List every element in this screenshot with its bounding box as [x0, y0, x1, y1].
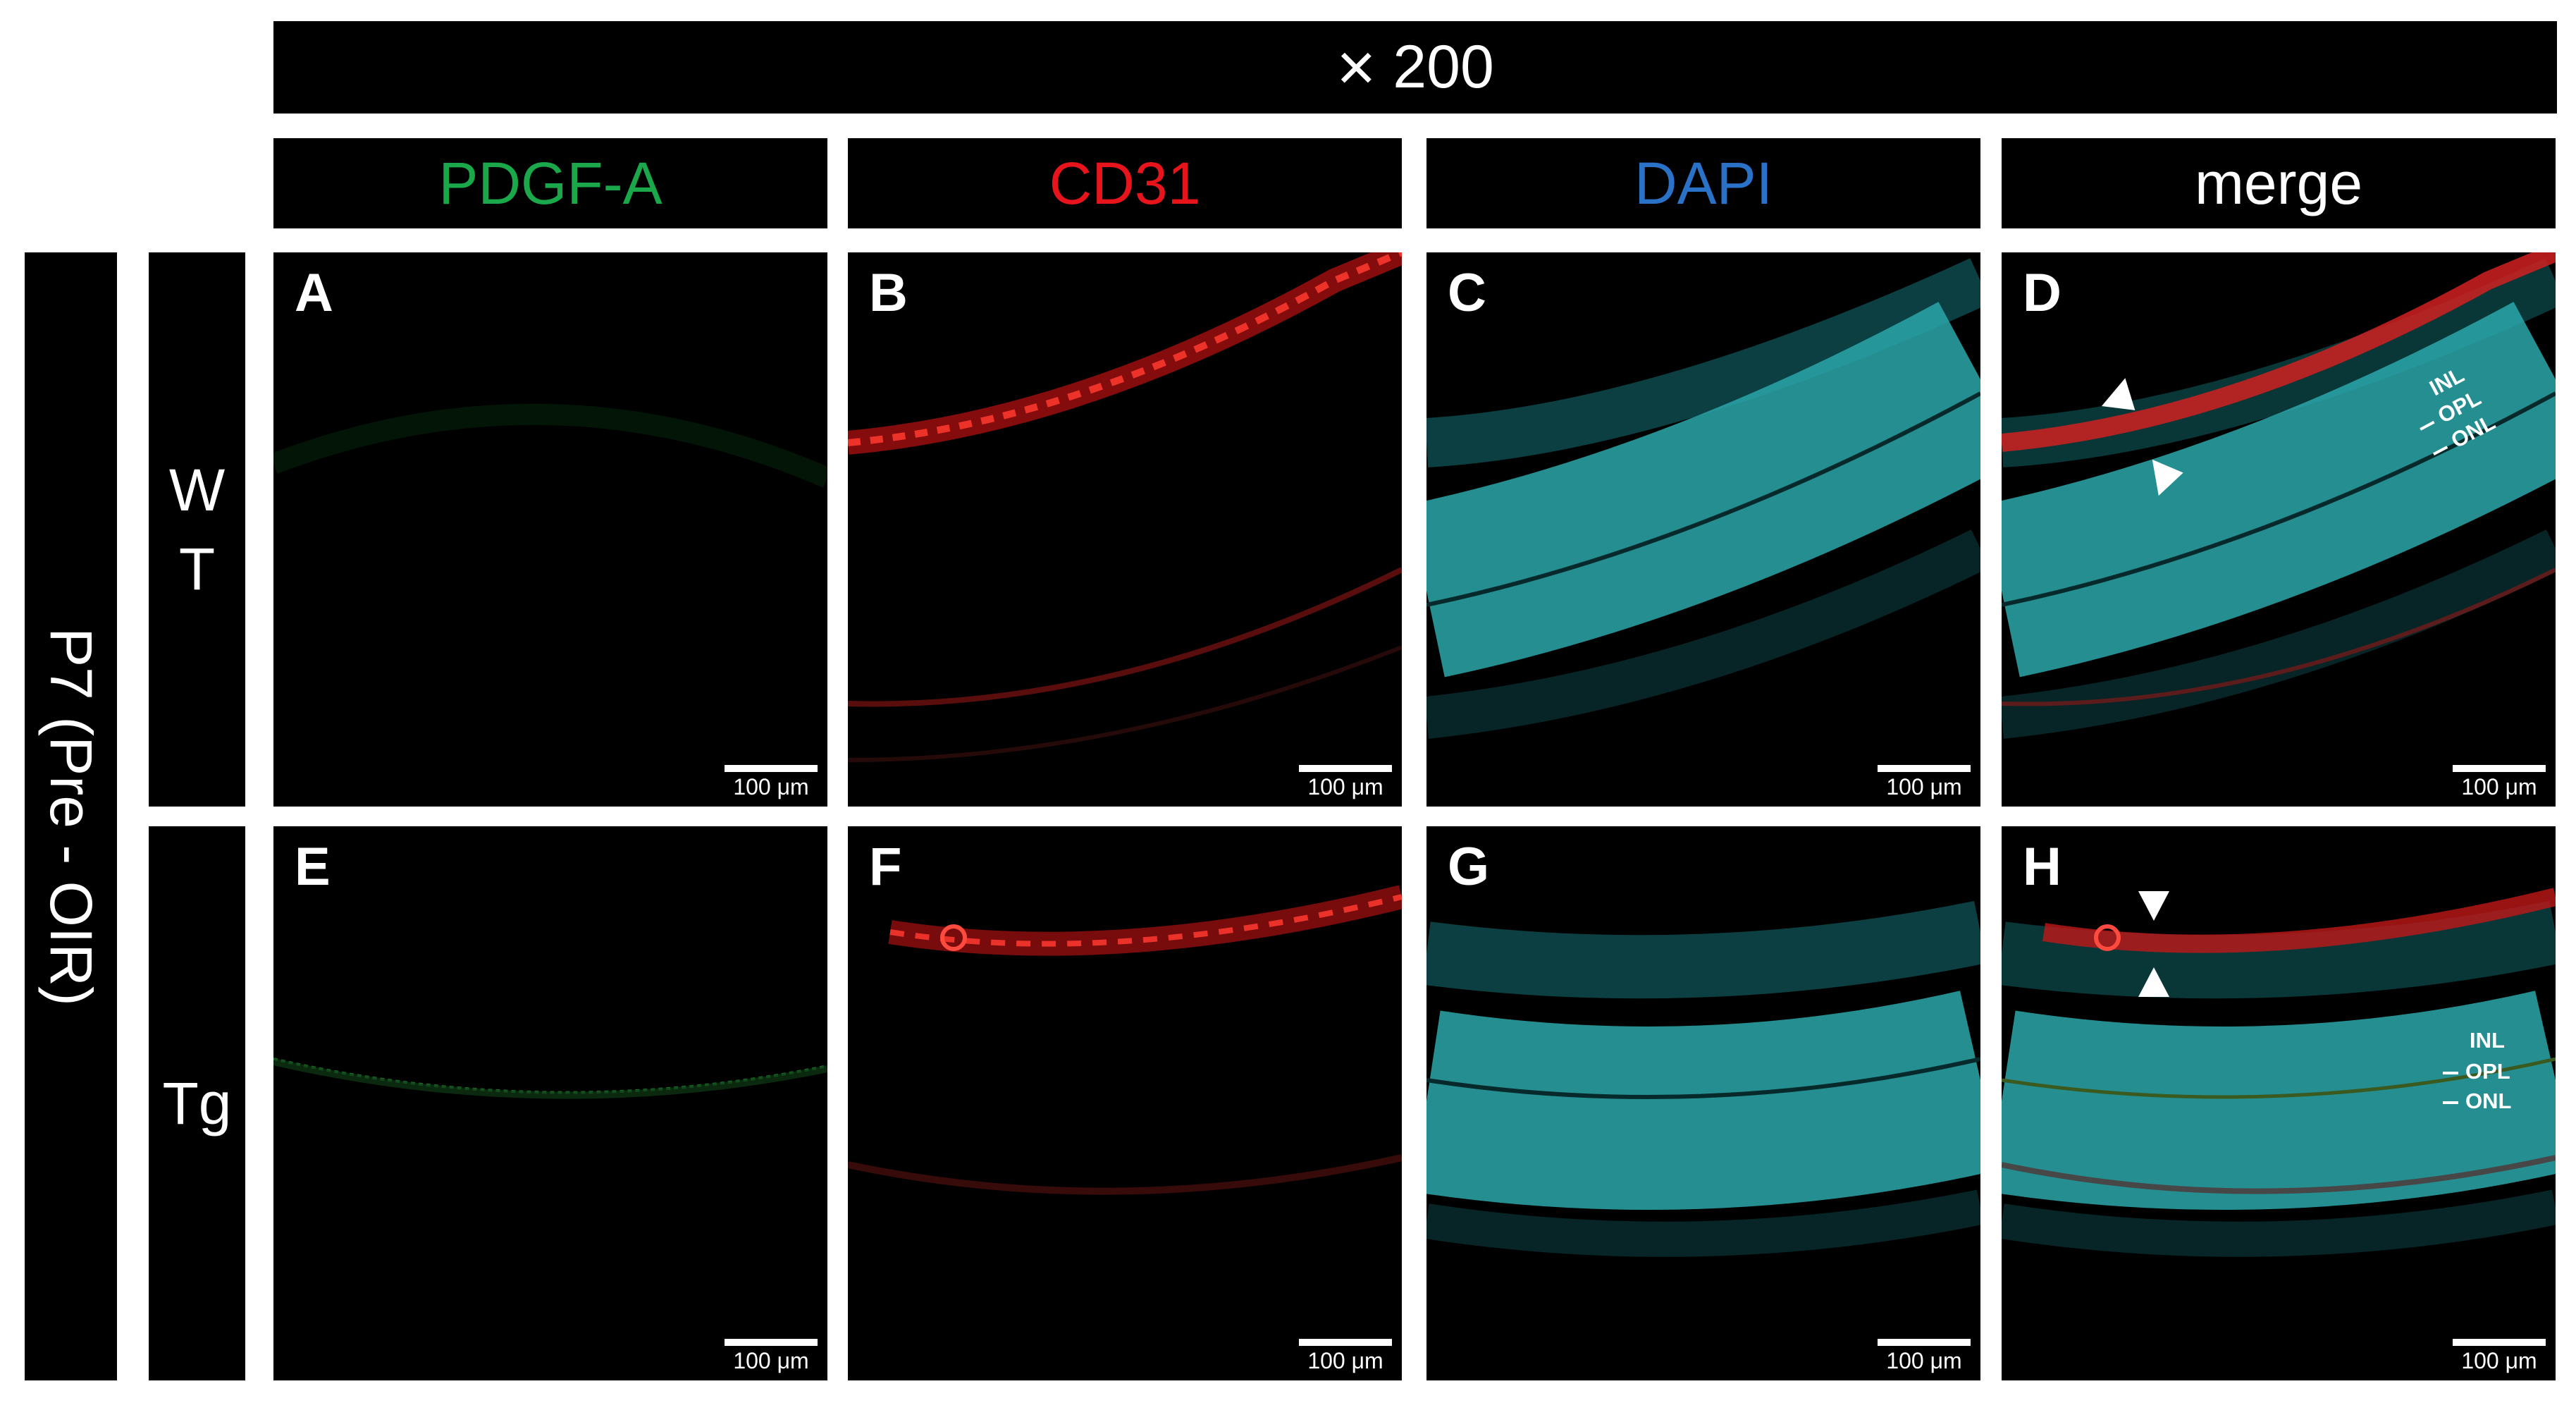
scale-bar: 100 μm	[1878, 1338, 1971, 1373]
panel-letter: H	[2023, 837, 2062, 897]
scale-bar-label: 100 μm	[1886, 1347, 1962, 1373]
scale-bar-label: 100 μm	[1307, 1347, 1383, 1373]
panel-a-micrograph	[273, 252, 827, 807]
scale-bar-label: 100 μm	[1886, 773, 1962, 799]
scale-bar-label: 100 μm	[2461, 773, 2537, 799]
panel-d-micrograph	[2002, 252, 2556, 807]
arrowhead-icon	[2138, 891, 2169, 921]
row-label-wt-line2: T	[178, 536, 216, 602]
panel-letter: A	[295, 263, 333, 323]
arrowhead-icon	[2138, 967, 2169, 997]
scale-bar: 100 μm	[1878, 764, 1971, 799]
column-header-cd31: CD31	[848, 138, 1402, 228]
scale-bar: 100 μm	[2453, 1338, 2546, 1373]
row-label-tg: Tg	[149, 826, 245, 1380]
scale-bar-label: 100 μm	[2461, 1347, 2537, 1373]
group-label: P7 (Pre - OIR)	[38, 627, 105, 1006]
layer-label-opl: OPL	[2443, 1059, 2511, 1084]
scale-bar: 100 μm	[2453, 764, 2546, 799]
column-label-merge: merge	[2194, 149, 2363, 216]
layer-labels-tg: INL OPL ONL	[2443, 1028, 2511, 1113]
layer-label-inl: INL	[2470, 1028, 2505, 1053]
magnification-symbol: ×	[1336, 29, 1376, 105]
panel-b-image: B 100 μm	[848, 252, 1402, 807]
scale-bar: 100 μm	[725, 764, 818, 799]
panel-letter: G	[1448, 837, 1490, 897]
column-label-dapi: DAPI	[1634, 149, 1773, 216]
magnification-value: 200	[1393, 33, 1494, 101]
panel-e-micrograph	[273, 826, 827, 1380]
column-label-pdgfa: PDGF-A	[438, 149, 663, 216]
scale-bar-label: 100 μm	[1307, 773, 1383, 799]
column-header-merge: merge	[2002, 138, 2556, 228]
panel-d-image: D INL OPL ONL 100 μm	[2002, 252, 2556, 807]
panel-c-image: C 100 μm	[1426, 252, 1980, 807]
panel-c-micrograph	[1426, 252, 1980, 807]
panel-b-micrograph	[848, 252, 1402, 807]
scale-bar: 100 μm	[725, 1338, 818, 1373]
panel-letter: E	[295, 837, 331, 897]
scale-bar-label: 100 μm	[733, 773, 809, 799]
column-header-dapi: DAPI	[1426, 138, 1980, 228]
panel-a-image: A 100 μm	[273, 252, 827, 807]
scale-bar: 100 μm	[1299, 764, 1392, 799]
row-label-wt: W T	[149, 252, 245, 807]
panel-letter: B	[869, 263, 908, 323]
scale-bar-label: 100 μm	[733, 1347, 809, 1373]
panel-f-micrograph	[848, 826, 1402, 1380]
magnification-header: × 200	[273, 21, 2557, 114]
panel-letter: F	[869, 837, 902, 897]
layer-label-onl: ONL	[2443, 1089, 2511, 1114]
row-label-wt-line1: W	[168, 457, 226, 523]
panel-g-micrograph	[1426, 826, 1980, 1380]
panel-letter: D	[2023, 263, 2062, 323]
row-label-tg-text: Tg	[162, 1070, 232, 1137]
group-label-bar: P7 (Pre - OIR)	[25, 252, 117, 1380]
panel-f-image: F 100 μm	[848, 826, 1402, 1380]
column-label-cd31: CD31	[1049, 149, 1201, 216]
panel-g-image: G 100 μm	[1426, 826, 1980, 1380]
panel-h-image: H INL OPL ONL 100 μm	[2002, 826, 2556, 1380]
panel-e-image: E 100 μm	[273, 826, 827, 1380]
panel-h-micrograph	[2002, 826, 2556, 1380]
column-header-pdgfa: PDGF-A	[273, 138, 827, 228]
panel-letter: C	[1448, 263, 1486, 323]
scale-bar: 100 μm	[1299, 1338, 1392, 1373]
